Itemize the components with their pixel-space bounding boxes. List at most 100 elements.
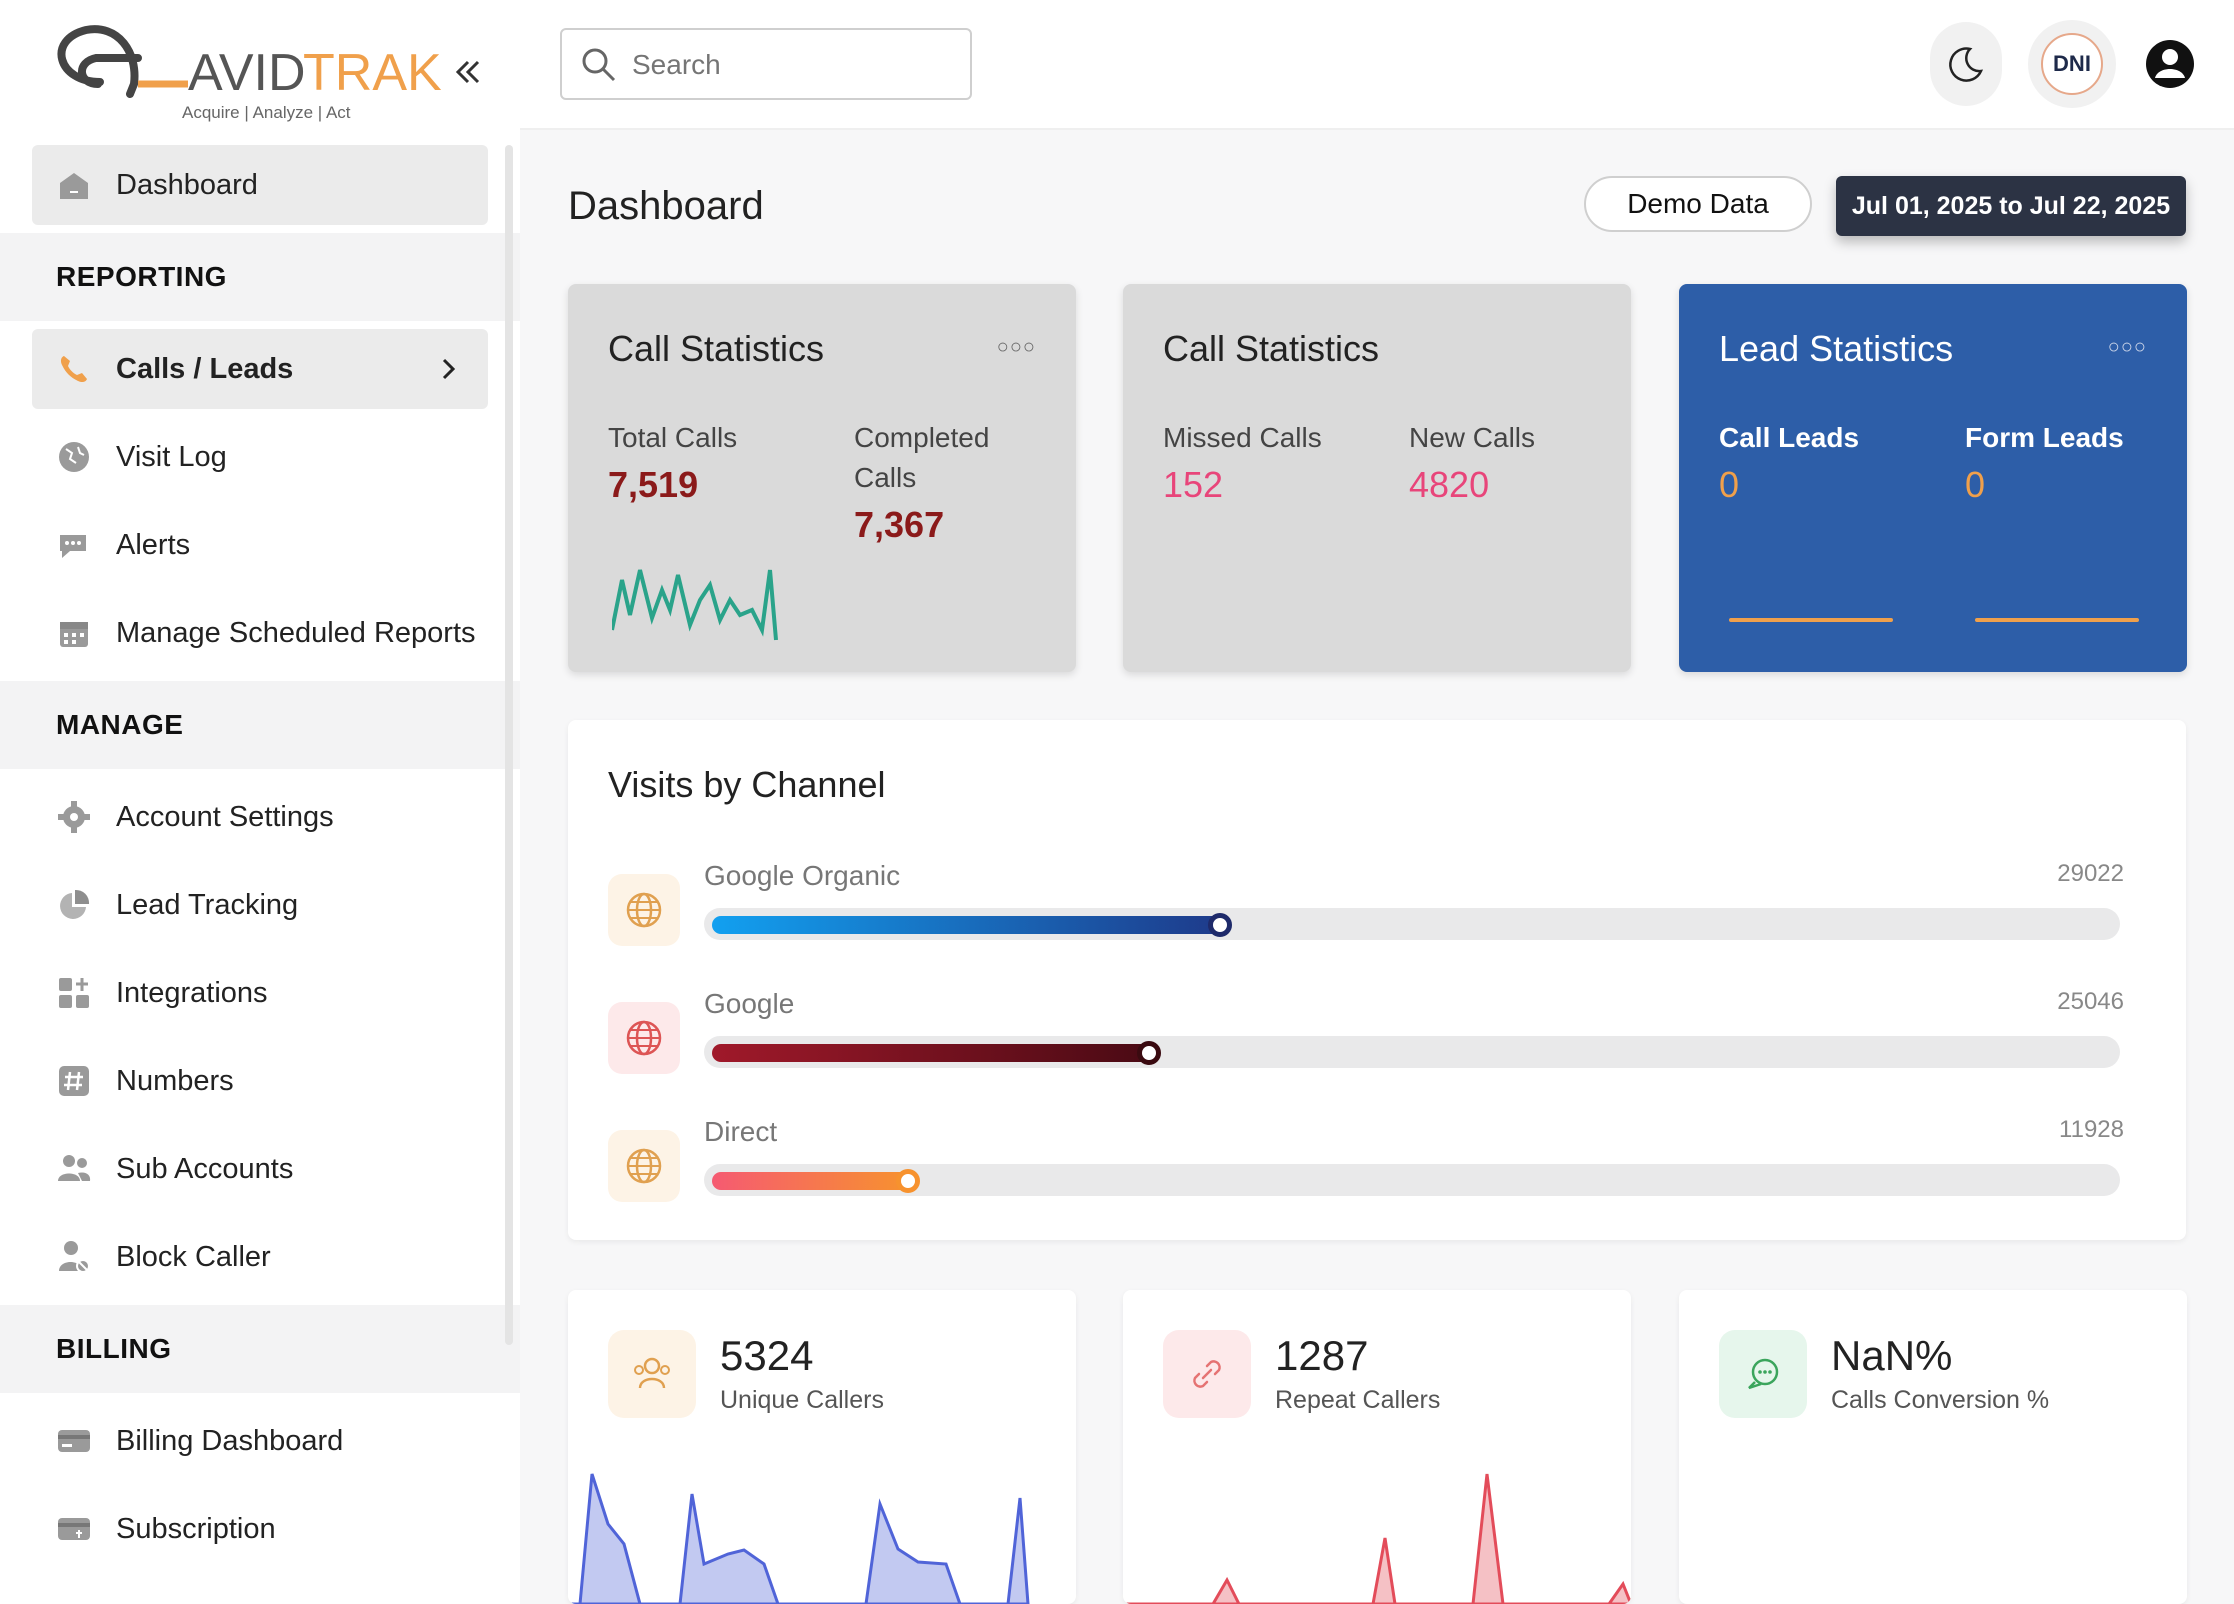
users-icon: [56, 1151, 92, 1187]
completed-calls-label-line2: Calls: [854, 462, 917, 493]
calls-conversion-card: NaN% Calls Conversion %: [1679, 1290, 2187, 1604]
dni-button[interactable]: DNI: [2028, 20, 2116, 108]
page-title: Dashboard: [568, 184, 764, 228]
channel-name: Direct: [704, 1116, 778, 1147]
search-box[interactable]: [560, 28, 972, 100]
svg-text:AVID: AVID: [188, 44, 306, 102]
top-bar: DNI: [520, 0, 2234, 130]
section-manage: MANAGE: [0, 681, 520, 769]
channel-progress-knob: [1207, 913, 1232, 937]
sidebar-item-manage-scheduled-reports[interactable]: Manage Scheduled Reports: [32, 593, 488, 673]
sidebar-item-label: Calls / Leads: [116, 352, 294, 385]
user-menu-button[interactable]: [2140, 34, 2200, 94]
sidebar-item-visit-log[interactable]: Visit Log: [32, 417, 488, 497]
form-leads-label: Form Leads: [1965, 422, 2124, 453]
sidebar-item-calls-leads[interactable]: Calls / Leads: [32, 329, 488, 409]
form-leads-sparkline: [1975, 618, 2139, 622]
form-leads-value: 0: [1965, 464, 1986, 505]
channel-progress-track: [704, 908, 2120, 940]
pie-icon: [56, 887, 92, 923]
channel-name: Google Organic: [704, 860, 901, 891]
link-icon: [1163, 1330, 1251, 1418]
dni-label: DNI: [2041, 33, 2103, 95]
repeat-callers-label: Repeat Callers: [1275, 1386, 1441, 1414]
section-billing: BILLING: [0, 1305, 520, 1393]
sidebar-item-billing-dashboard[interactable]: Billing Dashboard: [32, 1401, 488, 1481]
channel-row-google: Google 25046: [608, 988, 2148, 1088]
channel-progress-track: [704, 1036, 2120, 1068]
sidebar-item-label: Alerts: [116, 528, 191, 561]
call-statistics-card: Call Statistics ○○○ Total Calls 7,519 Co…: [568, 284, 1076, 672]
card-icon: [56, 1423, 92, 1459]
sidebar-item-subscription[interactable]: Subscription: [32, 1489, 488, 1569]
channel-row-direct: Direct 11928: [608, 1116, 2148, 1216]
calls-conversion-value: NaN%: [1831, 1332, 1953, 1379]
chevron-right-icon: [434, 355, 462, 383]
sidebar-item-label: Manage Scheduled Reports: [116, 616, 476, 649]
subscription-icon: [56, 1511, 92, 1547]
hash-icon: [56, 1063, 92, 1099]
search-input[interactable]: [632, 40, 952, 90]
phone-icon: [56, 351, 92, 387]
more-options-icon[interactable]: ○○○: [996, 336, 1036, 358]
sidebar-item-block-caller[interactable]: Block Caller: [32, 1217, 488, 1297]
channel-progress-fill: [712, 1172, 911, 1190]
panel-title: Visits by Channel: [608, 764, 886, 805]
svg-text:Acquire | Analyze | Act: Acquire | Analyze | Act: [182, 103, 351, 122]
demo-data-button[interactable]: Demo Data: [1584, 176, 1812, 232]
call-leads-sparkline: [1729, 618, 1893, 622]
channel-progress-knob: [896, 1169, 921, 1193]
sidebar-item-integrations[interactable]: Integrations: [32, 953, 488, 1033]
channel-progress-fill: [712, 916, 1222, 934]
chat-icon: [56, 527, 92, 563]
date-range-button[interactable]: Jul 01, 2025 to Jul 22, 2025: [1836, 176, 2186, 236]
more-options-icon[interactable]: ○○○: [2107, 336, 2147, 358]
repeat-callers-value: 1287: [1275, 1332, 1369, 1379]
sidebar-item-account-settings[interactable]: Account Settings: [32, 777, 488, 857]
collapse-sidebar-button[interactable]: [450, 52, 490, 92]
calls-conversion-label: Calls Conversion %: [1831, 1386, 2050, 1414]
new-calls-label: New Calls: [1409, 422, 1536, 453]
sidebar-item-label: Visit Log: [116, 440, 227, 473]
sidebar-item-label: Lead Tracking: [116, 888, 299, 921]
total-calls-label: Total Calls: [608, 422, 738, 453]
users-icon: [608, 1330, 696, 1418]
sidebar-item-numbers[interactable]: Numbers: [32, 1041, 488, 1121]
section-reporting: REPORTING: [0, 233, 520, 321]
svg-text:TRAK: TRAK: [303, 44, 442, 102]
sidebar-item-sub-accounts[interactable]: Sub Accounts: [32, 1129, 488, 1209]
completed-calls-label-line1: Completed: [854, 422, 990, 453]
sidebar-scrollbar[interactable]: [505, 145, 513, 1345]
moon-icon: [1949, 47, 1984, 82]
brand-logo[interactable]: AVID TRAK Acquire | Analyze | Act: [38, 22, 478, 132]
home-icon: [56, 167, 92, 203]
globe-icon: [608, 1002, 680, 1074]
sidebar-item-lead-tracking[interactable]: Lead Tracking: [32, 865, 488, 945]
theme-toggle-button[interactable]: [1930, 22, 2002, 106]
channel-value: 25046: [2057, 988, 2124, 1015]
call-statistics-card-2: Call Statistics Missed Calls 152 New Cal…: [1123, 284, 1631, 672]
calendar-icon: [56, 615, 92, 651]
channel-progress-knob: [1136, 1041, 1161, 1065]
sidebar-item-label: Block Caller: [116, 1240, 271, 1273]
missed-calls-label: Missed Calls: [1163, 422, 1322, 453]
grid-icon: [56, 975, 92, 1011]
channel-progress-track: [704, 1164, 2120, 1196]
sidebar-nav: Dashboard REPORTING Calls / Leads Visit …: [0, 145, 520, 1577]
total-calls-sparkline: [612, 569, 778, 641]
gear-icon: [56, 799, 92, 835]
card-title: Call Statistics: [1163, 328, 1380, 369]
unique-callers-card: 5324 Unique Callers: [568, 1290, 1076, 1604]
sidebar-item-label: Billing Dashboard: [116, 1424, 344, 1457]
total-calls-value: 7,519: [608, 464, 699, 505]
new-calls-value: 4820: [1409, 464, 1490, 505]
sidebar-item-label: Subscription: [116, 1512, 276, 1545]
sidebar-item-dashboard[interactable]: Dashboard: [32, 145, 488, 225]
channel-value: 11928: [2059, 1116, 2124, 1143]
globe-icon: [608, 1130, 680, 1202]
missed-calls-value: 152: [1163, 464, 1224, 505]
sidebar-item-alerts[interactable]: Alerts: [32, 505, 488, 585]
channel-name: Google: [704, 988, 795, 1019]
lead-statistics-card: Lead Statistics ○○○ Call Leads 0 Form Le…: [1679, 284, 2187, 672]
call-leads-label: Call Leads: [1719, 422, 1860, 453]
